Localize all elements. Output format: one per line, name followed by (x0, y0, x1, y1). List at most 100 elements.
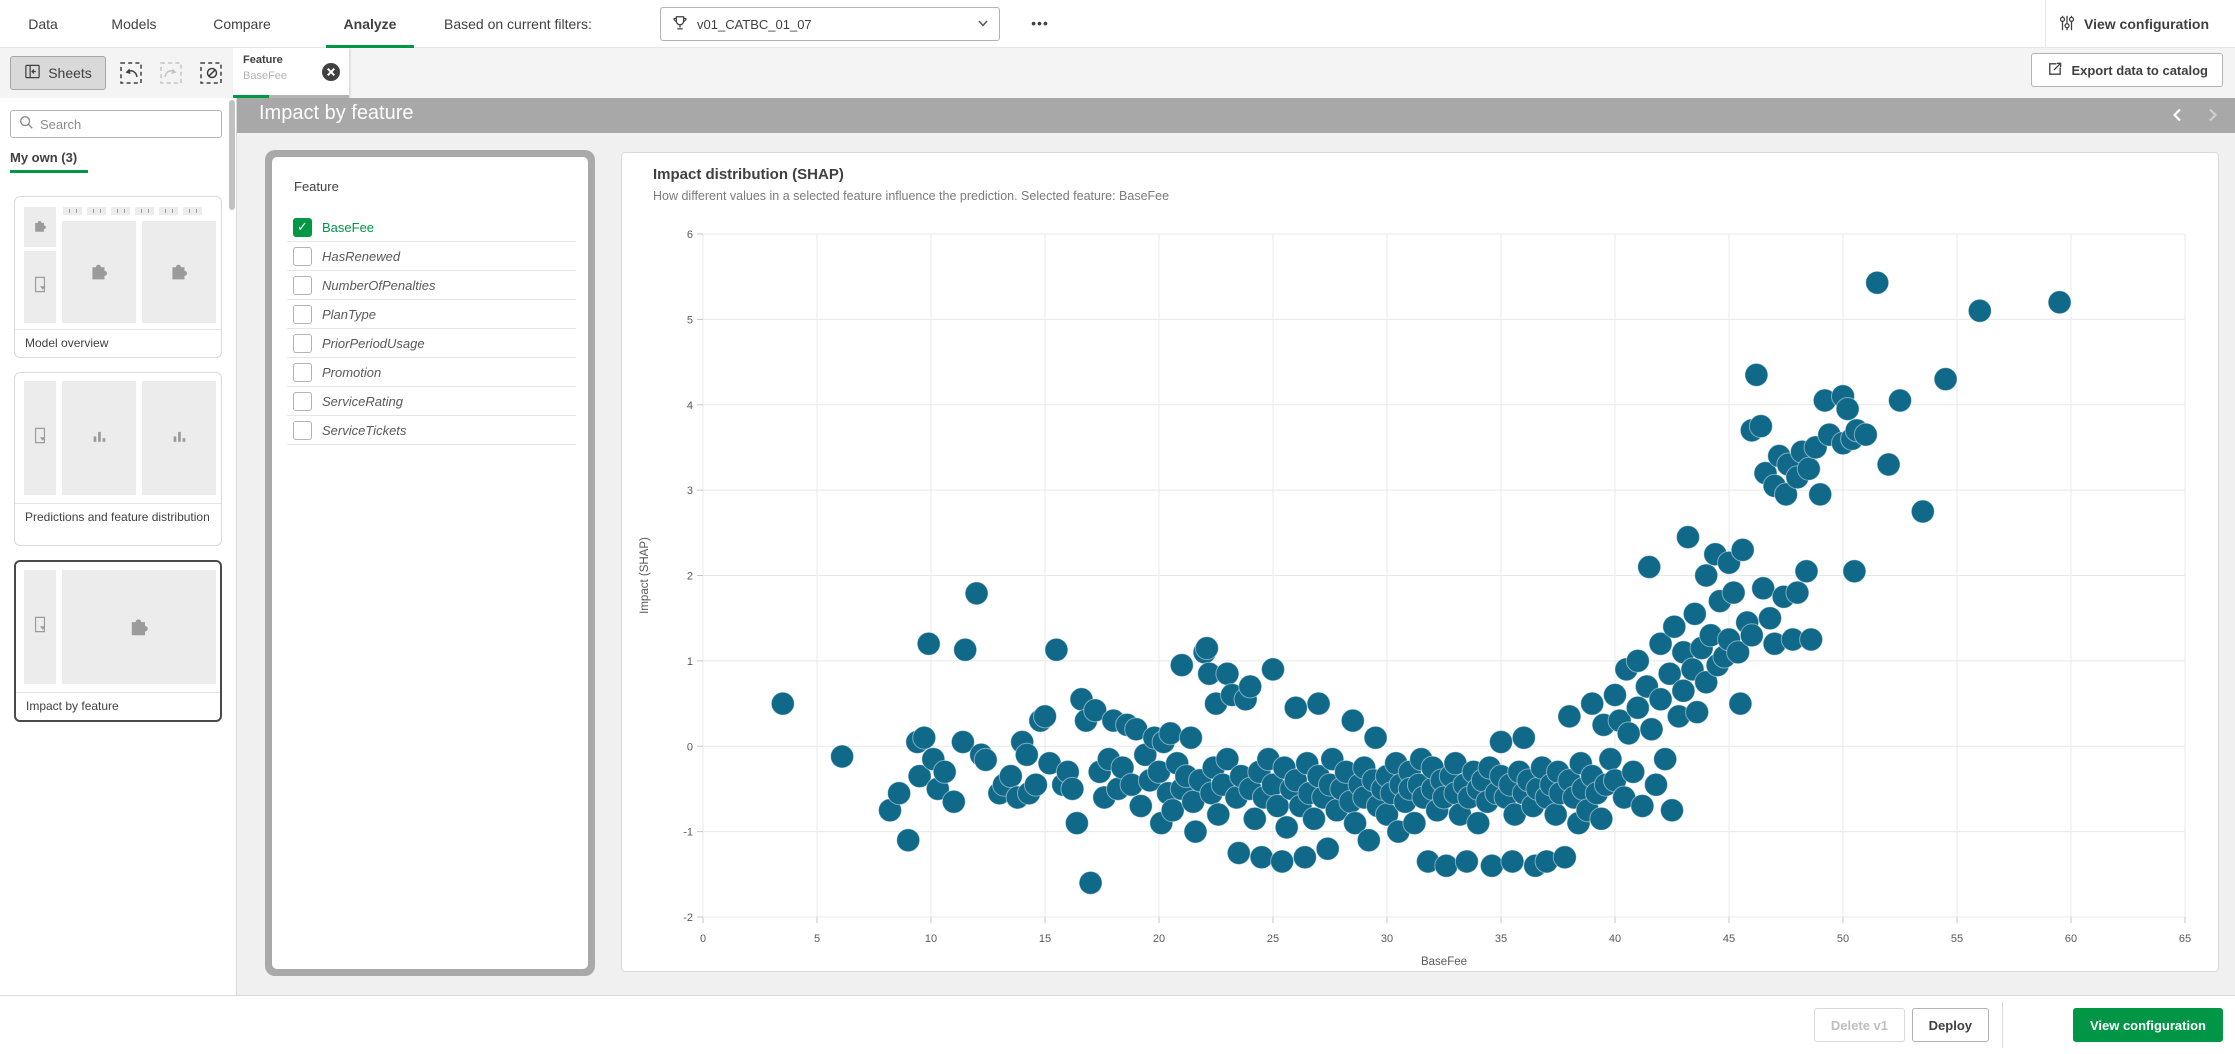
scatter-point[interactable] (1785, 580, 1810, 605)
sidebar-scrollbar[interactable] (229, 100, 235, 210)
scatter-point[interactable] (1796, 456, 1821, 481)
scatter-point[interactable] (1302, 806, 1326, 831)
scatter-point[interactable] (1694, 670, 1719, 695)
scatter-point[interactable] (1621, 759, 1646, 784)
scatter-point[interactable] (1644, 772, 1668, 797)
scatter-point[interactable] (1799, 627, 1824, 652)
scatter-point[interactable] (1676, 525, 1700, 550)
scatter-point[interactable] (1402, 811, 1427, 836)
scatter-point[interactable] (1739, 623, 1764, 648)
export-data-button[interactable]: Export data to catalog (2031, 53, 2223, 87)
tab-analyze[interactable]: Analyze (326, 0, 414, 48)
scatter-point[interactable] (1292, 845, 1317, 870)
selection-chip-feature[interactable]: Feature BaseFee (233, 48, 349, 98)
scatter-point[interactable] (1748, 414, 1773, 439)
feature-row-priorperiodusage[interactable]: PriorPeriodUsage (287, 329, 576, 358)
scatter-point[interactable] (1616, 721, 1641, 746)
scatter-point[interactable] (1489, 730, 1513, 754)
scatter-point[interactable] (1183, 819, 1208, 844)
feature-row-servicerating[interactable]: ServiceRating (287, 387, 576, 416)
scatter-point[interactable] (1014, 742, 1039, 767)
scatter-point[interactable] (1662, 614, 1687, 639)
scatter-point[interactable] (1694, 563, 1719, 588)
scatter-point[interactable] (953, 637, 978, 662)
tab-compare[interactable]: Compare (213, 16, 271, 32)
scatter-point[interactable] (1726, 640, 1751, 665)
scatter-point[interactable] (1169, 653, 1194, 678)
scatter-point[interactable] (1178, 725, 1203, 750)
scatter-point[interactable] (941, 789, 966, 814)
scatter-point[interactable] (1728, 691, 1753, 716)
more-options-button[interactable]: ••• (1031, 15, 1049, 31)
scatter-point[interactable] (1625, 695, 1650, 720)
scatter-point[interactable] (1744, 362, 1769, 387)
checkbox-icon[interactable] (293, 275, 312, 295)
scatter-point[interactable] (1730, 537, 1755, 562)
scatter-point[interactable] (1552, 845, 1577, 870)
scatter-point[interactable] (1270, 849, 1295, 874)
scatter-point[interactable] (912, 725, 937, 750)
scatter-point[interactable] (1910, 499, 1935, 524)
scatter-point[interactable] (1238, 674, 1263, 699)
feature-row-promotion[interactable]: Promotion (287, 358, 576, 387)
scatter-point[interactable] (950, 730, 975, 754)
scatter-point[interactable] (1758, 606, 1782, 631)
delete-version-button[interactable]: Delete v1 (1813, 1008, 1905, 1042)
scatter-point[interactable] (1603, 683, 1627, 707)
next-sheet-icon[interactable] (2203, 106, 2221, 129)
scatter-point[interactable] (1033, 704, 1057, 729)
shap-scatter-plot[interactable]: 0 5 10 15 20 25 30 35 40 45 50 55 60 65-2-10123456Bas… (622, 153, 2220, 973)
checkbox-icon[interactable] (293, 391, 312, 411)
scatter-point[interactable] (830, 744, 855, 769)
scatter-point[interactable] (1356, 828, 1381, 853)
scatter-point[interactable] (1226, 841, 1251, 865)
checkbox-icon[interactable] (293, 420, 312, 440)
scatter-point[interactable] (1660, 798, 1684, 823)
scatter-point[interactable] (1315, 836, 1340, 861)
scatter-point[interactable] (1835, 397, 1860, 421)
scatter-point[interactable] (1630, 794, 1655, 818)
scatter-point[interactable] (1933, 367, 1958, 392)
scatter-point[interactable] (1283, 695, 1308, 720)
scatter-point[interactable] (1434, 853, 1459, 878)
feature-row-basefee[interactable]: ✓ BaseFee (287, 213, 576, 242)
checkbox-checked-icon[interactable]: ✓ (293, 217, 312, 237)
scatter-point[interactable] (1194, 636, 1219, 661)
scatter-point[interactable] (1044, 637, 1069, 662)
scatter-point[interactable] (1343, 811, 1368, 836)
scatter-point[interactable] (1128, 794, 1153, 818)
scatter-point[interactable] (1078, 870, 1103, 895)
scatter-point[interactable] (1363, 725, 1388, 750)
scatter-point[interactable] (2047, 290, 2072, 315)
scatter-point[interactable] (1306, 691, 1331, 716)
checkbox-icon[interactable] (293, 304, 312, 324)
scatter-point[interactable] (1865, 270, 1890, 295)
scatter-point[interactable] (916, 631, 941, 656)
scatter-point[interactable] (907, 764, 932, 789)
scatter-point[interactable] (1242, 806, 1267, 831)
scatter-point[interactable] (1479, 853, 1504, 878)
deploy-button[interactable]: Deploy (1911, 1008, 1989, 1042)
checkbox-icon[interactable] (293, 362, 312, 382)
scatter-point[interactable] (1249, 845, 1274, 870)
scatter-point[interactable] (887, 781, 912, 806)
scatter-point[interactable] (1580, 691, 1605, 716)
view-configuration-top-button[interactable]: View configuration (2045, 0, 2221, 48)
scatter-point[interactable] (1083, 698, 1108, 723)
scatter-point[interactable] (1842, 559, 1867, 584)
scatter-point[interactable] (1967, 298, 1992, 323)
scatter-point[interactable] (1557, 704, 1582, 729)
feature-row-numberofpenalties[interactable]: NumberOfPenalties (287, 271, 576, 300)
sheets-button[interactable]: Sheets (10, 56, 106, 90)
scatter-point[interactable] (1023, 772, 1048, 797)
scatter-point[interactable] (1158, 721, 1183, 746)
sheet-thumb-model-overview[interactable]: Model overview (14, 196, 222, 358)
scatter-point[interactable] (1774, 482, 1798, 507)
scatter-point[interactable] (1794, 559, 1819, 584)
scatter-point[interactable] (1888, 388, 1912, 413)
scatter-point[interactable] (1648, 631, 1673, 656)
scatter-point[interactable] (1215, 747, 1240, 772)
scatter-point[interactable] (1215, 661, 1240, 686)
search-input[interactable] (40, 116, 200, 132)
scatter-point[interactable] (1685, 700, 1710, 725)
